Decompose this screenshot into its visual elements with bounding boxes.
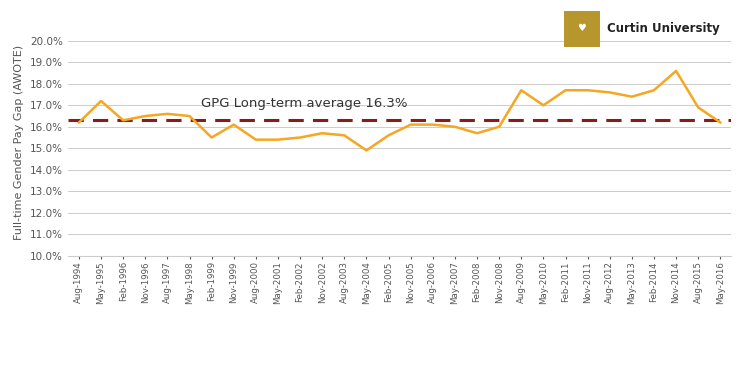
Bar bbox=[564, 11, 599, 47]
Text: Curtin University: Curtin University bbox=[607, 22, 719, 35]
Text: bankwest: bankwest bbox=[433, 22, 504, 35]
Text: ✱: ✱ bbox=[518, 21, 530, 35]
Y-axis label: Full-time Gender Pay Gap (AWOTE): Full-time Gender Pay Gap (AWOTE) bbox=[14, 45, 24, 240]
Text: ♥: ♥ bbox=[578, 23, 587, 33]
Text: GPG Long-term average 16.3%: GPG Long-term average 16.3% bbox=[201, 97, 407, 109]
